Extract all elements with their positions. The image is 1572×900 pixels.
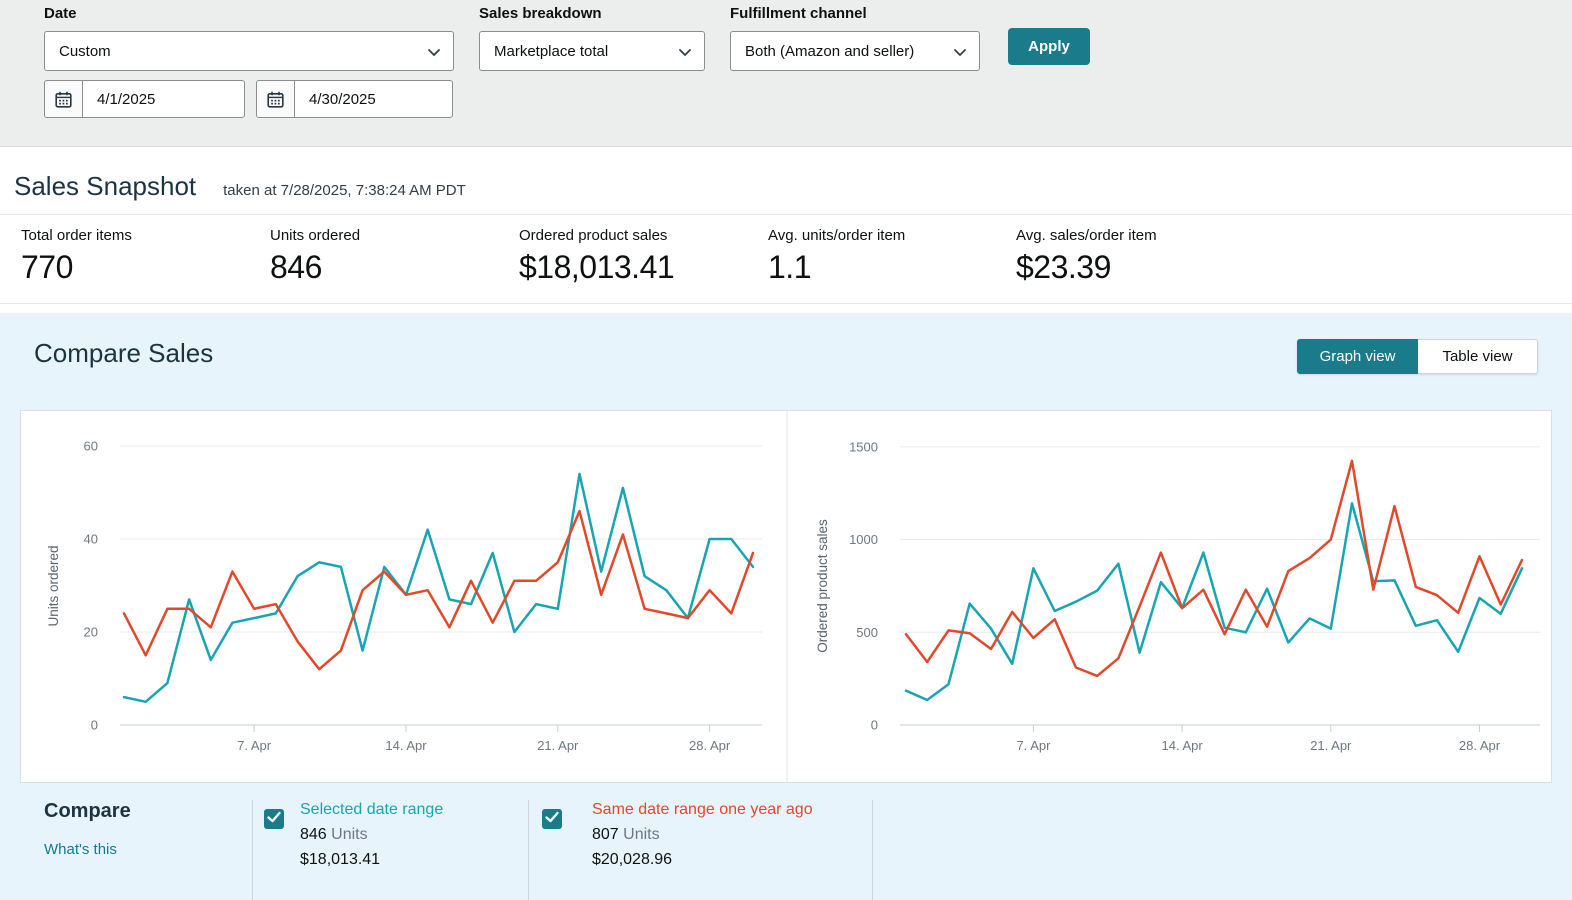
- y-tick-label: 500: [856, 625, 878, 640]
- chevron-down-icon: [954, 43, 966, 60]
- graph-view-button[interactable]: Graph view: [1297, 339, 1418, 374]
- legend-label: Same date range one year ago: [592, 801, 813, 818]
- x-tick-label: 28. Apr: [689, 738, 731, 753]
- y-tick-label: 1000: [849, 532, 878, 547]
- sales-breakdown-value: Marketplace total: [494, 42, 609, 60]
- view-toggle: Graph view Table view: [1297, 339, 1538, 374]
- metric-avg-units-order-item: Avg. units/order item 1.1: [768, 227, 906, 285]
- check-icon: [264, 807, 284, 832]
- series-line-selected: [904, 502, 1524, 702]
- metric-ordered-product-sales: Ordered product sales $18,013.41: [519, 227, 675, 285]
- y-tick-label: 20: [84, 625, 98, 640]
- chevron-down-icon: [679, 43, 691, 60]
- metric-total-order-items: Total order items 770: [21, 227, 132, 285]
- calendar-icon[interactable]: [45, 81, 83, 117]
- y-tick-label: 0: [871, 718, 878, 733]
- series-line-selected: [122, 472, 755, 704]
- series-line-year-ago: [122, 509, 755, 671]
- x-tick-label: 7. Apr: [237, 738, 272, 753]
- calendar-icon[interactable]: [257, 81, 295, 117]
- snapshot-timestamp: taken at 7/28/2025, 7:38:24 AM PDT: [223, 182, 466, 199]
- end-date-input[interactable]: 4/30/2025: [256, 80, 453, 118]
- check-icon: [542, 807, 562, 832]
- x-tick-label: 21. Apr: [537, 738, 579, 753]
- legend-divider: [528, 800, 529, 900]
- whats-this-link[interactable]: What's this: [44, 841, 117, 858]
- fulfillment-channel-value: Both (Amazon and seller): [745, 42, 915, 60]
- sales-snapshot-title: Sales Snapshot: [14, 171, 197, 201]
- y-tick-label: 60: [84, 439, 98, 454]
- legend-units: 807 Units: [592, 826, 660, 843]
- compare-sales-title: Compare Sales: [34, 338, 214, 368]
- selected-range-checkbox[interactable]: [264, 809, 284, 829]
- series-line-year-ago: [904, 459, 1524, 678]
- chart-ordered-product-sales: 0 500 1000 1500 7. Apr 14. Apr 21. Apr 28. Apr O…: [815, 439, 1540, 753]
- compare-sales-section: Compare Sales Graph view Table view 0 20 4…: [0, 313, 1572, 900]
- end-date-value[interactable]: 4/30/2025: [309, 90, 376, 108]
- apply-button[interactable]: Apply: [1008, 28, 1090, 65]
- legend-amount: $20,028.96: [592, 851, 673, 868]
- legend-divider: [252, 800, 253, 900]
- x-tick-label: 21. Apr: [1310, 738, 1352, 753]
- legend-amount: $18,013.41: [300, 851, 381, 868]
- y-tick-label: 1500: [849, 439, 878, 454]
- snapshot-metrics-row: Total order items 770 Units ordered 846 …: [0, 215, 1572, 304]
- y-axis-title: Ordered product sales: [815, 519, 830, 653]
- compare-legend-title: Compare: [44, 800, 131, 822]
- sales-snapshot-section: Sales Snapshot taken at 7/28/2025, 7:38:…: [0, 147, 1572, 313]
- legend-divider: [872, 800, 873, 900]
- y-tick-label: 0: [91, 718, 98, 733]
- table-view-button[interactable]: Table view: [1418, 339, 1538, 374]
- metric-avg-sales-order-item: Avg. sales/order item $23.39: [1016, 227, 1157, 285]
- x-tick-label: 14. Apr: [1162, 738, 1204, 753]
- charts-panel: [20, 410, 1552, 783]
- x-tick-label: 14. Apr: [385, 738, 427, 753]
- chevron-down-icon: [428, 43, 440, 60]
- sales-snapshot-header: Sales Snapshot taken at 7/28/2025, 7:38:…: [0, 147, 1572, 215]
- chart-units-ordered: 0 20 40 60 7. Apr 14. Apr 21. Apr 28. Apr Units …: [46, 439, 762, 753]
- date-range-value: Custom: [59, 42, 111, 60]
- legend-label: Selected date range: [300, 801, 444, 818]
- metric-units-ordered: Units ordered 846: [270, 227, 361, 285]
- y-tick-label: 40: [84, 532, 98, 547]
- sales-breakdown-select[interactable]: Marketplace total: [479, 31, 705, 71]
- date-filter-label: Date: [44, 5, 77, 22]
- x-tick-label: 28. Apr: [1459, 738, 1501, 753]
- fulfillment-channel-label: Fulfillment channel: [730, 5, 867, 22]
- y-axis-title: Units ordered: [46, 545, 61, 626]
- filter-bar: Date Custom 4/1/2025: [0, 0, 1572, 147]
- start-date-value[interactable]: 4/1/2025: [97, 90, 156, 108]
- sales-breakdown-label: Sales breakdown: [479, 5, 602, 22]
- x-tick-label: 7. Apr: [1016, 738, 1051, 753]
- date-range-select[interactable]: Custom: [44, 31, 454, 71]
- fulfillment-channel-select[interactable]: Both (Amazon and seller): [730, 31, 980, 71]
- legend-units: 846 Units: [300, 826, 368, 843]
- start-date-input[interactable]: 4/1/2025: [44, 80, 245, 118]
- compare-charts-svg: 0 20 40 60 7. Apr 14. Apr 21. Apr 28. Apr Units …: [46, 411, 1540, 782]
- legend-item-selected-range: Selected date range 846 Units $18,013.41: [300, 797, 505, 872]
- legend-item-year-ago: Same date range one year ago 807 Units $…: [592, 797, 817, 872]
- year-ago-checkbox[interactable]: [542, 809, 562, 829]
